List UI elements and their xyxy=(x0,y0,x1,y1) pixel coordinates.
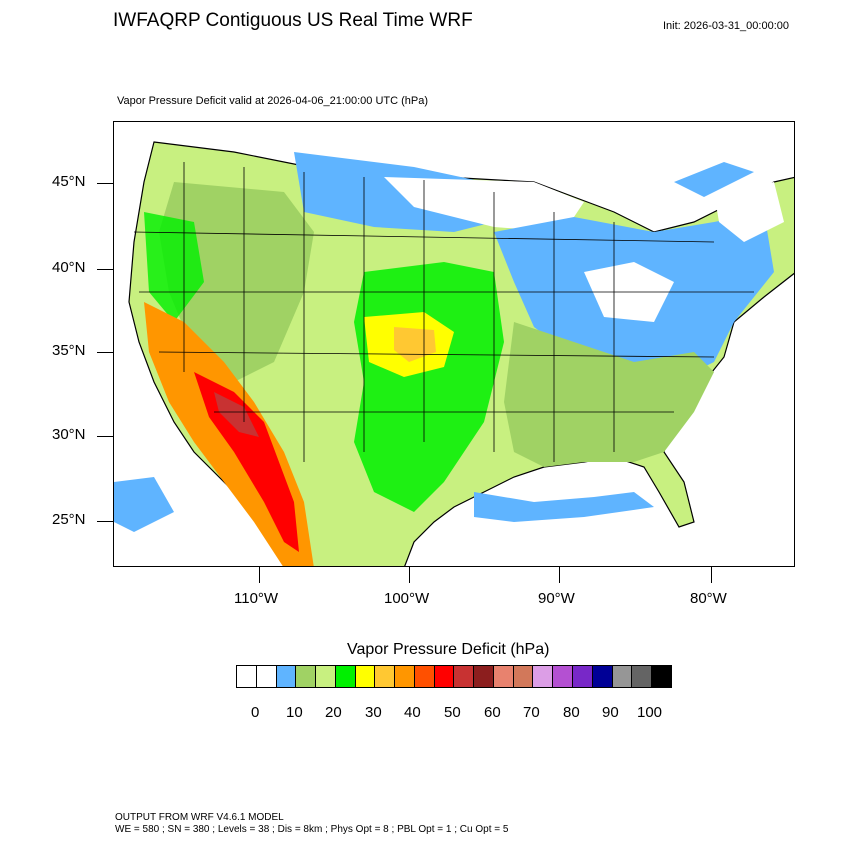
colorbar-label-90: 90 xyxy=(602,704,619,721)
vpd-map xyxy=(113,121,795,567)
colorbar-label-100: 100 xyxy=(637,704,663,721)
colorbar-swatch-5 xyxy=(335,666,356,687)
ocean-low-pacific xyxy=(114,477,174,532)
colorbar-swatch-3 xyxy=(296,666,317,687)
lon-label-80: 80°W xyxy=(690,590,727,607)
colorbar-label-60: 60 xyxy=(484,704,501,721)
colorbar-swatch-8 xyxy=(395,666,415,687)
lon-tick xyxy=(559,567,560,583)
colorbar-label-0: 0 xyxy=(251,704,260,721)
lat-label-35: 35°N xyxy=(52,342,86,359)
init-time: Init: 2026-03-31_00:00:00 xyxy=(663,20,789,32)
vpd-map-canvas xyxy=(114,141,794,566)
footer-model: OUTPUT FROM WRF V4.6.1 MODEL xyxy=(115,812,284,823)
lat-label-30: 30°N xyxy=(52,426,86,443)
colorbar-swatch-2 xyxy=(276,666,297,687)
colorbar-swatch-12 xyxy=(474,666,494,687)
colorbar-swatch-7 xyxy=(375,666,396,687)
colorbar-swatch-15 xyxy=(533,666,554,687)
colorbar-swatch-18 xyxy=(592,666,613,687)
footer-config: WE = 580 ; SN = 380 ; Levels = 38 ; Dis … xyxy=(115,824,509,835)
colorbar-swatch-1 xyxy=(256,666,277,687)
colorbar-swatch-21 xyxy=(652,666,671,687)
vpd-mid-southeast xyxy=(504,322,714,467)
colorbar-swatch-13 xyxy=(493,666,514,687)
lat-tick xyxy=(97,183,113,184)
colorbar-label-30: 30 xyxy=(365,704,382,721)
colorbar-swatch-0 xyxy=(237,666,257,687)
lat-tick xyxy=(97,436,113,437)
vpd-mid-west xyxy=(159,182,314,382)
colorbar-label-80: 80 xyxy=(563,704,580,721)
colorbar-label-20: 20 xyxy=(325,704,342,721)
colorbar-swatch-10 xyxy=(434,666,455,687)
vpd-white-north xyxy=(384,177,584,232)
colorbar-label-40: 40 xyxy=(404,704,421,721)
state-lines xyxy=(133,162,754,462)
lon-label-90: 90°W xyxy=(538,590,575,607)
colorbar-swatch-19 xyxy=(612,666,633,687)
vpd-darkred-sw xyxy=(214,392,259,437)
vpd-red-sw xyxy=(194,372,299,552)
map-subtitle: Vapor Pressure Deficit valid at 2026-04-… xyxy=(117,95,429,107)
colorbar-swatch-4 xyxy=(316,666,336,687)
ocean-low-gulf xyxy=(474,492,654,522)
ocean-low-atlantic xyxy=(674,162,754,197)
colorbar-swatch-17 xyxy=(573,666,593,687)
lat-tick xyxy=(97,521,113,522)
vpd-white-ne xyxy=(714,182,784,242)
lon-label-110: 110°W xyxy=(234,590,279,607)
lat-tick xyxy=(97,352,113,353)
colorbar-swatch-16 xyxy=(553,666,574,687)
chart-title: IWFAQRP Contiguous US Real Time WRF xyxy=(113,10,473,31)
colorbar-swatch-20 xyxy=(632,666,653,687)
lon-tick xyxy=(711,567,712,583)
lon-tick xyxy=(409,567,410,583)
lat-tick xyxy=(97,269,113,270)
lat-label-45: 45°N xyxy=(52,173,86,190)
lon-label-100: 100°W xyxy=(384,590,430,607)
colorbar-swatch-9 xyxy=(414,666,435,687)
lat-label-25: 25°N xyxy=(52,511,86,528)
lon-tick xyxy=(259,567,260,583)
colorbar-label-50: 50 xyxy=(444,704,461,721)
colorbar-label-10: 10 xyxy=(286,704,303,721)
vpd-orange-central xyxy=(394,327,436,362)
colorbar-label-70: 70 xyxy=(523,704,540,721)
colorbar-swatch-6 xyxy=(355,666,376,687)
colorbar-swatch-14 xyxy=(513,666,534,687)
colorbar-title: Vapor Pressure Deficit (hPa) xyxy=(347,641,550,658)
lat-label-40: 40°N xyxy=(52,259,86,276)
vpd-green-west xyxy=(144,212,204,322)
colorbar xyxy=(236,665,672,688)
colorbar-swatch-11 xyxy=(454,666,475,687)
